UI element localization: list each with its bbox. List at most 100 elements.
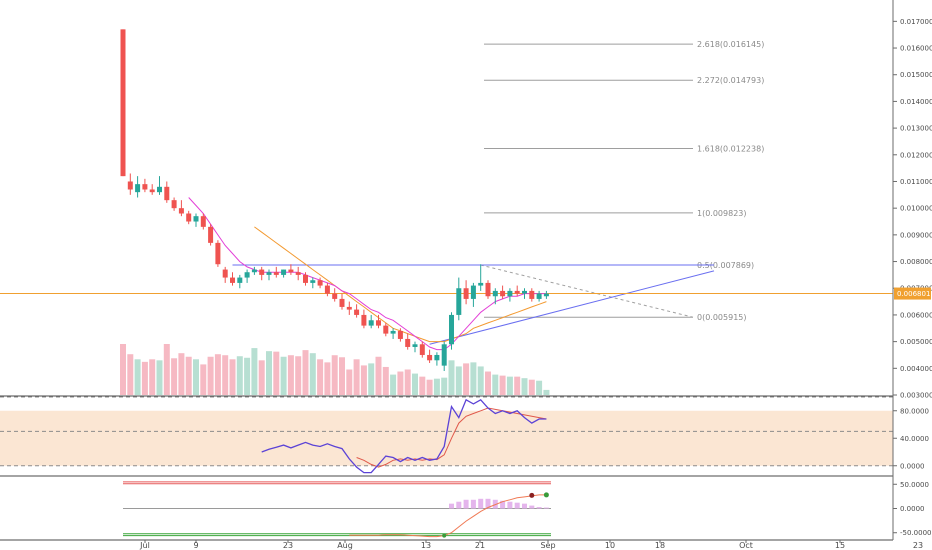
candle-body [230, 277, 235, 283]
volume-bar [317, 359, 324, 395]
time-tick-label: 23 [283, 541, 293, 550]
candle-body [522, 290, 527, 294]
momentum-panel[interactable]: 50.0000 0.0000 -50.0000 [123, 481, 931, 538]
candle-body [273, 272, 279, 275]
candle-body [120, 29, 126, 177]
volume-bar [455, 366, 462, 395]
price-tick-label: 0.011000 [900, 178, 932, 186]
mom-histogram-bar [522, 503, 527, 509]
mom-histogram-bar [507, 501, 513, 509]
volume-bar [353, 359, 360, 395]
volume-bar [236, 356, 243, 395]
current-price-tag [894, 287, 931, 300]
candle-body [186, 213, 192, 222]
price-tick-label: 0.010000 [900, 205, 932, 213]
candle-body [303, 274, 308, 283]
candle-body [441, 344, 447, 366]
volume-bar [346, 369, 353, 395]
volume-bar [324, 362, 331, 395]
volume-bar [382, 366, 389, 395]
volume-bar [463, 363, 470, 395]
volume-bar [258, 360, 265, 395]
volume-bar [331, 355, 338, 395]
volume-bar [244, 357, 251, 395]
volume-bar [506, 376, 513, 395]
candle-body [478, 282, 484, 286]
volume-bar [302, 350, 309, 395]
candle-body [492, 290, 498, 297]
candle-body [390, 330, 396, 334]
candle-body [208, 226, 214, 243]
volume-bar [485, 371, 491, 395]
mom-signal-dot [543, 492, 549, 498]
ascending-trend-line [429, 270, 715, 345]
volume-bar [448, 360, 455, 395]
fib-level-label: 1.618(0.012238) [697, 144, 764, 153]
volume-bar [171, 358, 178, 395]
stoch-k-line [261, 398, 547, 474]
volume-bar [193, 359, 199, 395]
candle-body [215, 242, 221, 265]
mom-histogram-bar [456, 501, 462, 509]
volume-bar [536, 380, 543, 395]
volume-bar [492, 374, 499, 395]
mom-tick-label: 50.0000 [900, 481, 929, 489]
volume-bar [127, 354, 134, 395]
volume-bar [163, 344, 170, 395]
candle-body [149, 189, 155, 193]
candle-body [127, 181, 133, 190]
volume-bar [397, 371, 404, 395]
candle-body [536, 293, 542, 299]
volume-bar [470, 362, 477, 395]
price-tick-label: 0.014000 [900, 98, 932, 106]
time-tick-label: Jul [139, 541, 150, 550]
price-axis[interactable]: 0.017000 0.016000 0.015000 0.014000 0.013000… [892, 0, 932, 540]
mom-histogram-bar [543, 507, 549, 509]
volume-bar [419, 376, 426, 395]
candle-body [368, 320, 374, 326]
candle-body [178, 208, 184, 214]
volume-bar [528, 379, 535, 395]
volume-bar [141, 361, 148, 395]
time-tick-label: 15 [835, 541, 845, 550]
time-tick-label: 21 [475, 541, 485, 550]
price-tick-label: 0.004000 [900, 365, 932, 373]
mom-histogram-bar [470, 499, 476, 509]
candle-body [500, 290, 506, 297]
volume-bar [477, 366, 484, 395]
candle-body [266, 272, 272, 275]
candle-body [222, 269, 228, 278]
candle-body [405, 338, 411, 347]
price-tick-label: 0.017000 [900, 18, 932, 26]
mom-histogram-bar [463, 499, 469, 509]
volume-bar [295, 356, 302, 395]
stoch-tick-label: 0.0000 [900, 462, 925, 470]
stoch-band [0, 410, 893, 466]
fib-level-label: 0(0.005915) [697, 313, 747, 322]
volume-bar [251, 348, 258, 395]
price-tick-label: 0.016000 [900, 45, 932, 53]
candle-body [543, 293, 549, 297]
candle-body [193, 216, 199, 222]
candle-body [529, 290, 535, 299]
mom-signal-dot [529, 492, 535, 498]
candle-body [164, 186, 170, 201]
price-tick-label: 0.005000 [900, 338, 932, 346]
candle-body [470, 285, 476, 299]
fib-level-label: 2.272(0.014793) [697, 76, 764, 85]
time-axis[interactable]: Jul 9 23 Aug 13 21 Sep 10 18 Oct 15 23 [139, 540, 923, 550]
mom-histogram-bar [449, 503, 454, 509]
price-tick-label: 0.003000 [900, 392, 932, 400]
candle-body [288, 269, 294, 273]
volume-bar [207, 356, 214, 395]
fib-level-label: 0.5(0.007869) [697, 261, 754, 270]
time-tick-label: Aug [337, 541, 353, 550]
candle-body [200, 216, 206, 227]
stochastic-panel[interactable]: 80.0000 40.0000 0.0000 [0, 396, 929, 474]
main-price-panel[interactable]: 2.618(0.016145) 2.272(0.014793) 1.618(0.01… [0, 29, 893, 541]
volume-bar [360, 365, 367, 395]
volume-bar [120, 344, 126, 395]
price-tick-label: 0.012000 [900, 151, 932, 159]
price-tick-label: 0.015000 [900, 71, 932, 79]
